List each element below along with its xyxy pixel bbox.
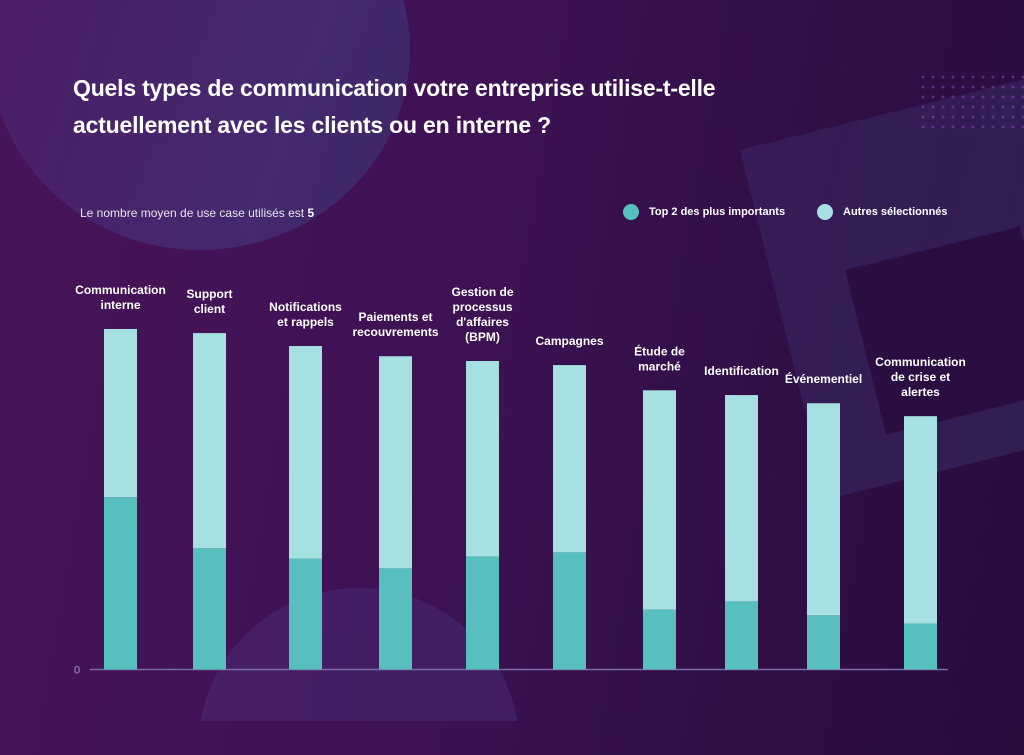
bar-segment-others: [193, 333, 226, 549]
category-label-line: client: [194, 302, 225, 316]
category-label-line: Support: [187, 287, 233, 301]
chart-subtitle: Le nombre moyen de use case utilisés est…: [80, 206, 314, 220]
category-label: Événementiel: [785, 371, 862, 386]
chart-title: Quels types de communication votre entre…: [73, 70, 793, 144]
legend-item-others: Autres sélectionnés: [817, 204, 948, 220]
category-label-line: processus: [452, 300, 512, 314]
legend-item-top2: Top 2 des plus importants: [623, 204, 785, 220]
category-label-line: Étude de: [634, 343, 685, 358]
category-label-line: alertes: [901, 385, 940, 399]
category-label: Notifications et rappels: [269, 300, 342, 329]
category-label: Étude de marché: [634, 343, 685, 373]
bar-segment-others: [104, 329, 137, 498]
bar-segment-others: [289, 346, 322, 559]
bar-segment-top2: [725, 601, 758, 670]
category-label-line: Événementiel: [785, 371, 862, 386]
bar-segment-top2: [553, 552, 586, 670]
legend-swatch-others: [817, 204, 833, 220]
category-label-line: Paiements et: [358, 310, 432, 324]
bar-segment-top2: [807, 615, 840, 670]
bar-segment-top2: [466, 556, 499, 670]
category-label-line: recouvrements: [352, 325, 438, 339]
category-label: Communication de crise et alertes: [875, 355, 966, 399]
category-label-line: Campagnes: [535, 334, 603, 348]
category-label: Gestion de processus d'affaires (BPM): [451, 285, 513, 344]
category-label: Paiements et recouvrements: [352, 310, 438, 339]
chart-title-line-2: actuellement avec les clients ou en inte…: [73, 112, 552, 138]
legend-swatch-top2: [623, 204, 639, 220]
category-label-line: Gestion de: [451, 285, 513, 299]
legend-label-top2: Top 2 des plus importants: [649, 206, 786, 218]
category-label-line: interne: [100, 298, 140, 312]
bar-segment-others: [725, 395, 758, 602]
chart-title-line-1: Quels types de communication votre entre…: [73, 75, 716, 101]
bar-segment-others: [553, 365, 586, 553]
category-label: Communication interne: [75, 283, 166, 312]
category-label-line: (BPM): [465, 330, 500, 344]
category-label-line: marché: [638, 359, 681, 373]
y-tick-label: 0: [74, 665, 80, 677]
category-label-line: d'affaires: [456, 315, 509, 329]
subtitle-text: Le nombre moyen de use case utilisés est: [80, 206, 308, 220]
category-label: Campagnes: [535, 334, 603, 348]
category-label-line: Communication: [75, 283, 166, 297]
category-label-line: et rappels: [277, 315, 334, 329]
legend-label-others: Autres sélectionnés: [843, 206, 948, 218]
bar-segment-others: [379, 356, 412, 569]
subtitle-value: 5: [307, 206, 315, 220]
bar-segment-top2: [904, 623, 937, 670]
category-label-line: de crise et: [891, 370, 950, 384]
category-label-line: Communication: [875, 355, 966, 369]
bar-segment-others: [466, 361, 499, 557]
bar-segment-top2: [643, 609, 676, 670]
bar-segment-top2: [379, 568, 412, 670]
category-label-line: Identification: [704, 364, 779, 378]
category-label-line: Notifications: [269, 300, 342, 314]
category-label: Support client: [187, 287, 233, 316]
bar-segment-top2: [104, 497, 137, 670]
bar-segment-others: [643, 390, 676, 610]
bar-segment-top2: [289, 558, 322, 670]
bar-segment-top2: [193, 548, 226, 670]
bar-segment-others: [807, 403, 840, 616]
category-label: Identification: [704, 364, 779, 378]
bar-segment-others: [904, 416, 937, 624]
